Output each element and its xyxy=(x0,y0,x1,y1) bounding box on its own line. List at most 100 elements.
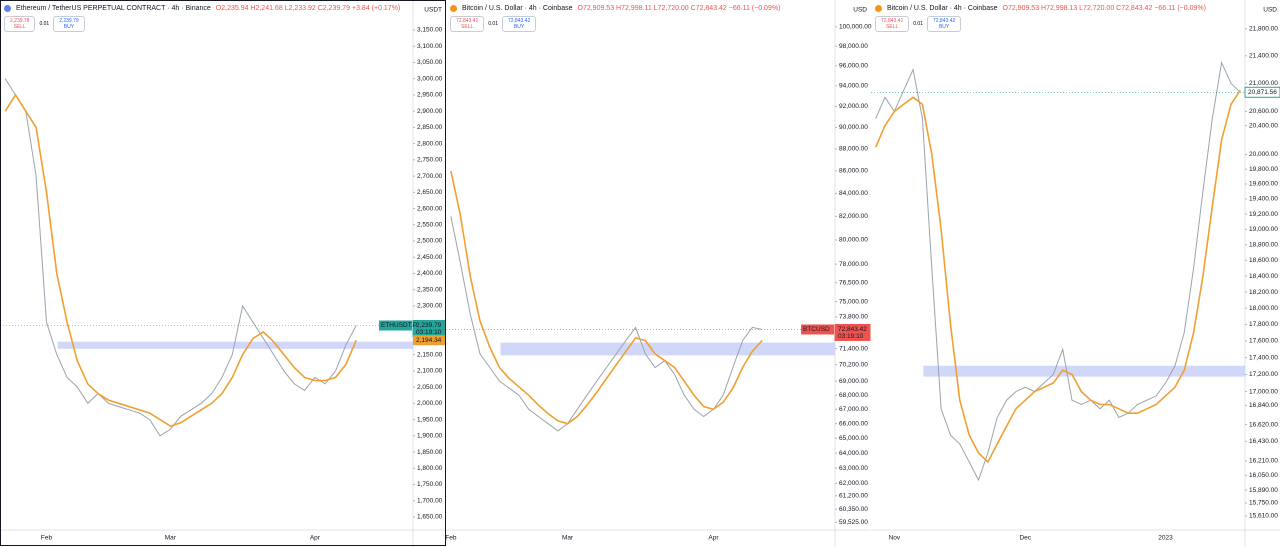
trade-panel: 72,843.41 SELL 0.01 72,843.42 BUY xyxy=(875,16,962,32)
y-tick-label: 18,400.00 xyxy=(1249,273,1278,280)
y-tick-label: 67,000.00 xyxy=(839,406,868,413)
symbol-box xyxy=(801,324,834,335)
moving-average xyxy=(4,93,357,427)
y-tick-label: 1,750.00 xyxy=(417,481,443,488)
price-box xyxy=(1244,86,1280,98)
x-tick-label: Dec xyxy=(1019,535,1031,542)
y-tick-label: 76,500.00 xyxy=(839,279,868,286)
y-tick-label: 17,000.00 xyxy=(1249,388,1278,395)
y-tick-label: 19,800.00 xyxy=(1249,166,1278,173)
currency: USD xyxy=(1263,7,1277,14)
x-tick-label: Apr xyxy=(310,535,321,542)
sell-price: 2,239.78 xyxy=(10,18,30,24)
y-tick-label: 94,000.00 xyxy=(839,83,868,90)
y-tick-label: 2,100.00 xyxy=(417,368,443,375)
zone xyxy=(57,341,413,349)
y-tick-label: 88,000.00 xyxy=(839,146,868,153)
y-tick-label: 2,450.00 xyxy=(417,254,443,261)
y-tick-label: 17,200.00 xyxy=(1249,371,1278,378)
ohlc: O2,235.94 H2,241.68 L2,233.92 C2,239.79 … xyxy=(215,5,401,12)
y-tick-label: 2,550.00 xyxy=(417,222,443,229)
sell-button[interactable]: 2,239.78 SELL xyxy=(4,16,36,32)
buy-button[interactable]: 72,843.42 BUY xyxy=(501,16,537,32)
y-tick-label: 16,210.00 xyxy=(1249,458,1278,465)
y-tick-label: 69,000.00 xyxy=(839,378,868,385)
y-tick-label: 61,200.00 xyxy=(839,493,868,500)
spread: 0.01 xyxy=(39,21,50,27)
trade-panel: 2,239.78 SELL 0.01 2,239.79 BUY xyxy=(4,16,85,32)
buy-label: BUY xyxy=(938,24,950,30)
y-tick-label: 16,050.00 xyxy=(1249,472,1278,479)
y-tick-label: 20,600.00 xyxy=(1249,108,1278,115)
x-tick-label: Nov xyxy=(889,535,901,542)
y-tick-label: 2,650.00 xyxy=(417,189,443,196)
currency: USD xyxy=(853,7,867,14)
buy-button[interactable]: 72,843.42 BUY xyxy=(926,16,962,32)
y-tick-label: 2,750.00 xyxy=(417,157,443,164)
spread: 0.01 xyxy=(488,21,498,27)
y-tick-label: 16,620.00 xyxy=(1249,421,1278,428)
countdown: 03:19:10 xyxy=(838,333,864,340)
x-tick-label: Mar xyxy=(165,535,177,542)
spread: 0.01 xyxy=(913,21,923,27)
y-tick-label: 15,890.00 xyxy=(1249,487,1278,494)
currency: USDT xyxy=(424,7,442,14)
y-tick-label: 60,350.00 xyxy=(839,506,868,513)
y-tick-label: 78,000.00 xyxy=(839,261,868,268)
y-tick-label: 1,700.00 xyxy=(417,497,443,504)
y-tick-label: 1,850.00 xyxy=(417,449,443,456)
y-tick-label: 2,700.00 xyxy=(417,173,443,180)
sell-price: 72,843.41 xyxy=(881,18,904,24)
x-tick-label: Feb xyxy=(41,535,53,542)
y-tick-label: 18,800.00 xyxy=(1249,241,1278,248)
sell-button[interactable]: 72,843.41 SELL xyxy=(875,16,910,32)
y-tick-label: 21,000.00 xyxy=(1249,80,1278,87)
y-tick-label: 86,000.00 xyxy=(839,168,868,175)
y-tick-label: 3,000.00 xyxy=(417,75,443,82)
buy-price: 2,239.79 xyxy=(59,18,79,24)
sell-label: SELL xyxy=(886,24,899,30)
y-tick-label: 65,000.00 xyxy=(839,435,868,442)
y-tick-label: 20,000.00 xyxy=(1249,151,1278,158)
y-tick-label: 19,400.00 xyxy=(1249,196,1278,203)
y-tick-label: 2,150.00 xyxy=(417,351,443,358)
y-tick-label: 96,000.00 xyxy=(839,63,868,70)
price-label: 20,871.56 xyxy=(1248,89,1277,96)
y-tick-label: 98,000.00 xyxy=(839,43,868,50)
price-label: 2,239.79 xyxy=(416,322,442,329)
moving-average xyxy=(450,170,763,425)
y-tick-label: 84,000.00 xyxy=(839,190,868,197)
y-tick-label: 19,000.00 xyxy=(1249,226,1278,233)
x-tick-label: 2023 xyxy=(1158,535,1173,542)
y-tick-label: 70,200.00 xyxy=(839,361,868,368)
y-tick-label: 2,050.00 xyxy=(417,384,443,391)
y-tick-label: 18,000.00 xyxy=(1249,305,1278,312)
y-tick-label: 3,050.00 xyxy=(417,59,443,66)
y-tick-label: 21,400.00 xyxy=(1249,53,1278,60)
trade-panel: 72,843.41 SELL 0.01 72,843.42 BUY xyxy=(450,16,537,32)
y-tick-label: 68,000.00 xyxy=(839,392,868,399)
y-tick-label: 20,400.00 xyxy=(1249,122,1278,129)
chart-title: Bitcoin / U.S. Dollar · 4h · Coinbase xyxy=(887,5,998,12)
zone xyxy=(923,365,1245,377)
buy-button[interactable]: 2,239.79 BUY xyxy=(53,16,85,32)
price-label: 72,843.42 xyxy=(838,326,867,333)
header: Bitcoin / U.S. Dollar · 4h · Coinbase O72… xyxy=(450,5,780,12)
ma-label: 2,194.34 xyxy=(416,337,442,344)
symbol-label: BTCUSD xyxy=(803,326,830,333)
y-tick-label: 21,800.00 xyxy=(1249,26,1278,33)
y-tick-label: 17,400.00 xyxy=(1249,354,1278,361)
symbol-box xyxy=(379,320,412,331)
y-tick-label: 71,400.00 xyxy=(839,345,868,352)
y-tick-label: 90,000.00 xyxy=(839,124,868,131)
y-tick-label: 2,300.00 xyxy=(417,303,443,310)
y-tick-label: 1,800.00 xyxy=(417,465,443,472)
sell-label: SELL xyxy=(461,24,474,30)
y-tick-label: 17,600.00 xyxy=(1249,338,1278,345)
y-tick-label: 17,800.00 xyxy=(1249,321,1278,328)
countdown: 03:19:10 xyxy=(416,329,442,336)
y-tick-label: 2,000.00 xyxy=(417,400,443,407)
sell-button[interactable]: 72,843.41 SELL xyxy=(450,16,485,32)
chart-title: Bitcoin / U.S. Dollar · 4h · Coinbase xyxy=(462,5,573,12)
